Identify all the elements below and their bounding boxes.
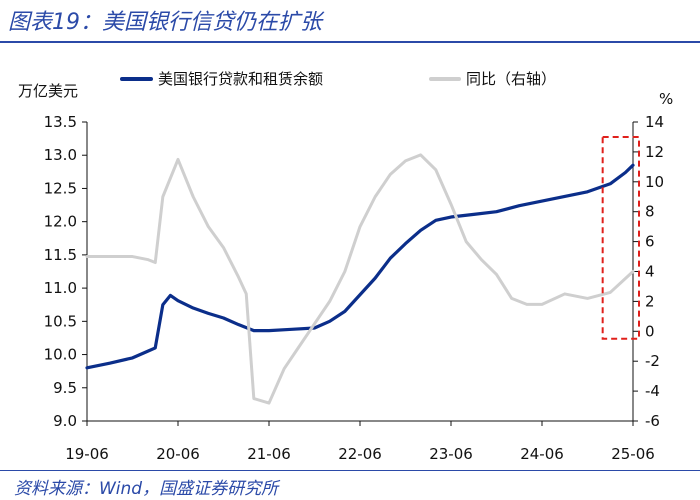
- x-axis-tick-label: 19-06: [65, 445, 109, 463]
- x-axis-tick-label: 25-06: [611, 445, 655, 463]
- left-axis-tick-label: 9.5: [53, 379, 77, 397]
- left-axis-tick-label: 12.0: [44, 213, 77, 231]
- series-lines: [85, 153, 635, 405]
- source-note: 资料来源：Wind，国盛证券研究所: [14, 479, 279, 499]
- right-axis-tick-label: 8: [645, 203, 655, 221]
- left-axis-tick-label: 11.0: [44, 279, 77, 297]
- left-axis-tick-label: 12.5: [44, 179, 77, 197]
- right-axis-tick-label: -6: [645, 412, 660, 430]
- series-line-loans: [85, 163, 635, 370]
- right-axis-tick-label: 6: [645, 233, 655, 251]
- left-axis-tick-label: 10.5: [44, 312, 77, 330]
- right-axis-title: %: [659, 90, 673, 108]
- right-axis-tick-label: 0: [645, 322, 655, 340]
- title-divider: [0, 41, 700, 43]
- left-axis-tick-label: 11.5: [44, 246, 77, 264]
- series-line-yoy: [85, 153, 635, 405]
- right-axis-tick-label: 14: [645, 113, 664, 131]
- x-axis-tick-label: 21-06: [247, 445, 291, 463]
- right-axis-tick-label: -4: [645, 382, 660, 400]
- annotation: [601, 135, 641, 340]
- left-axis-tick-label: 13.5: [44, 113, 77, 131]
- axis-labels: 万亿美元 % 13.5 13.0 12.5 12.0 11.5 11.0 10.5 10.0 9.5…: [18, 82, 673, 463]
- legend: 美国银行贷款和租赁余额 同比（右轴）: [120, 70, 556, 88]
- x-axis-tick-label: 20-06: [156, 445, 200, 463]
- x-axis-tick-label: 24-06: [520, 445, 564, 463]
- left-axis-tick-label: 13.0: [44, 146, 77, 164]
- legend-label-loans: 美国银行贷款和租赁余额: [158, 70, 323, 88]
- right-axis-tick-label: 4: [645, 263, 655, 281]
- legend-label-yoy: 同比（右轴）: [466, 70, 556, 88]
- left-axis-tick-label: 10.0: [44, 346, 77, 364]
- right-axis-tick-label: -2: [645, 352, 660, 370]
- left-axis-title: 万亿美元: [18, 82, 78, 100]
- chart-title: 图表19：美国银行信贷仍在扩张: [8, 10, 322, 35]
- axes: [82, 121, 638, 426]
- right-axis-tick-label: 12: [645, 143, 664, 161]
- left-axis-tick-label: 9.0: [53, 412, 77, 430]
- right-axis-tick-label: 2: [645, 292, 655, 310]
- right-axis-tick-label: 10: [645, 173, 664, 191]
- highlight-dashed-box: [601, 135, 641, 340]
- x-axis-tick-label: 23-06: [429, 445, 473, 463]
- x-axis-tick-label: 22-06: [338, 445, 382, 463]
- footer-divider: [0, 470, 700, 471]
